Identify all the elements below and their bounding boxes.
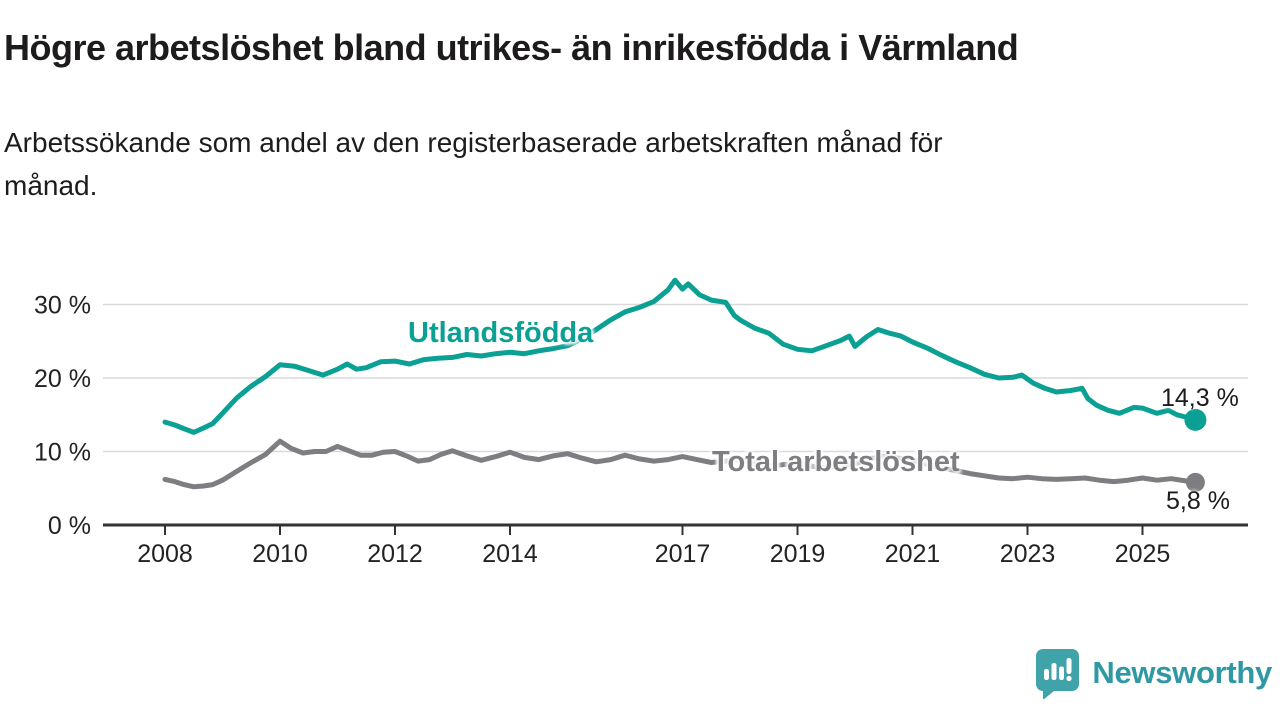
chart-subtitle: Arbetssökande som andel av den registerb… — [4, 121, 943, 207]
x-axis-label-2017: 2017 — [655, 540, 711, 568]
x-axis-label-2021: 2021 — [885, 540, 941, 568]
exclamation-dot — [1066, 675, 1072, 682]
x-axis-label-2010: 2010 — [252, 540, 308, 568]
x-axis-label-2025: 2025 — [1115, 540, 1171, 568]
end-value-utlandsfodda: 14,3 % — [1161, 384, 1239, 412]
x-axis-label-2014: 2014 — [482, 540, 538, 568]
end-dot-series-1 — [1185, 472, 1205, 492]
line-series-1 — [162, 438, 1198, 490]
end-dot-series-0 — [1184, 408, 1207, 431]
bar-1 — [1044, 669, 1050, 680]
series-label-utlandsfodda: Utlandsfödda — [408, 317, 594, 349]
x-axis-label-2019: 2019 — [770, 540, 826, 568]
y-axis-label-20: 20 % — [34, 365, 91, 393]
y-axis-label-30: 30 % — [34, 292, 91, 320]
speech-bubble-shape — [1036, 649, 1080, 699]
end-value-total: 5,8 % — [1166, 487, 1230, 515]
page-title: Högre arbetslöshet bland utrikes- än inr… — [4, 27, 1019, 68]
exclamation-bar — [1066, 658, 1072, 674]
newsworthy-branding: Newsworthy — [1035, 647, 1272, 699]
bar-3 — [1059, 666, 1065, 680]
series-label-total-arbetsloshet: Total arbetslöshet — [712, 446, 960, 478]
x-axis-label-2008: 2008 — [137, 540, 193, 568]
x-axis-label-2023: 2023 — [1000, 540, 1056, 568]
line-series-0 — [162, 277, 1198, 435]
x-axis-label-2012: 2012 — [367, 540, 423, 568]
y-axis-label-10: 10 % — [34, 439, 91, 467]
newsworthy-wordmark: Newsworthy — [1092, 655, 1272, 690]
subtitle-line-2: månad. — [4, 170, 98, 201]
y-axis-label-0: 0 % — [48, 512, 91, 540]
bar-2 — [1051, 663, 1057, 680]
subtitle-line-1: Arbetssökande som andel av den registerb… — [4, 127, 943, 158]
newsworthy-logo-icon — [1036, 649, 1080, 699]
